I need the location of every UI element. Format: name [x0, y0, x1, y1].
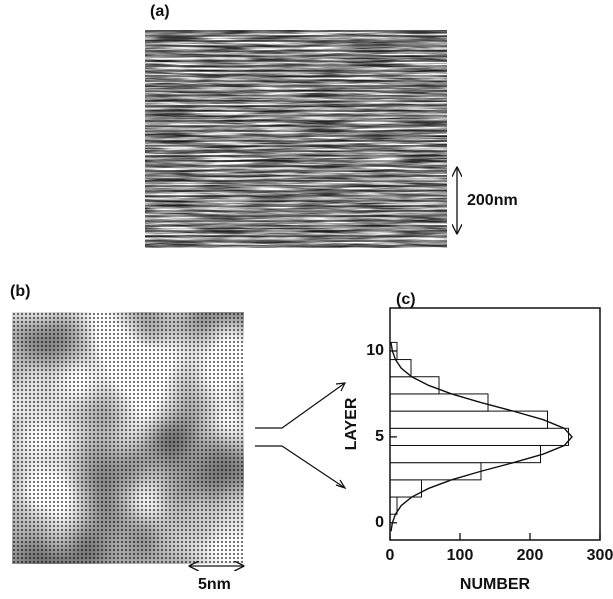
stm-image [12, 312, 244, 564]
afm-image [145, 30, 447, 248]
panel-label: (a) [150, 3, 170, 20]
x-tick-label: 0 [386, 547, 395, 564]
x-tick-label: 200 [517, 547, 544, 564]
y-tick-label: 5 [375, 428, 384, 445]
x-tick-label: 100 [447, 547, 474, 564]
bar [389, 496, 398, 515]
bar [389, 427, 569, 446]
histogram-plot: 0 100 200 300 0 5 10 [366, 307, 613, 564]
panel-label: (b) [10, 283, 30, 300]
bar [389, 376, 440, 395]
connector [255, 382, 346, 489]
y-tick-label: 0 [375, 514, 384, 531]
bar [389, 393, 489, 412]
bar [389, 462, 482, 481]
y-tick-label: 10 [366, 342, 384, 359]
scale-label: 200nm [467, 192, 518, 209]
plot-frame [389, 307, 601, 541]
panel-label: (c) [396, 291, 416, 308]
connector-arrowhead [335, 382, 347, 490]
x-tick-label: 300 [587, 547, 613, 564]
scale-label: 5nm [198, 576, 231, 593]
bar [389, 444, 541, 464]
fit-curve [390, 342, 573, 532]
x-axis-label: NUMBER [460, 576, 531, 593]
y-axis-label: LAYER [343, 397, 360, 450]
